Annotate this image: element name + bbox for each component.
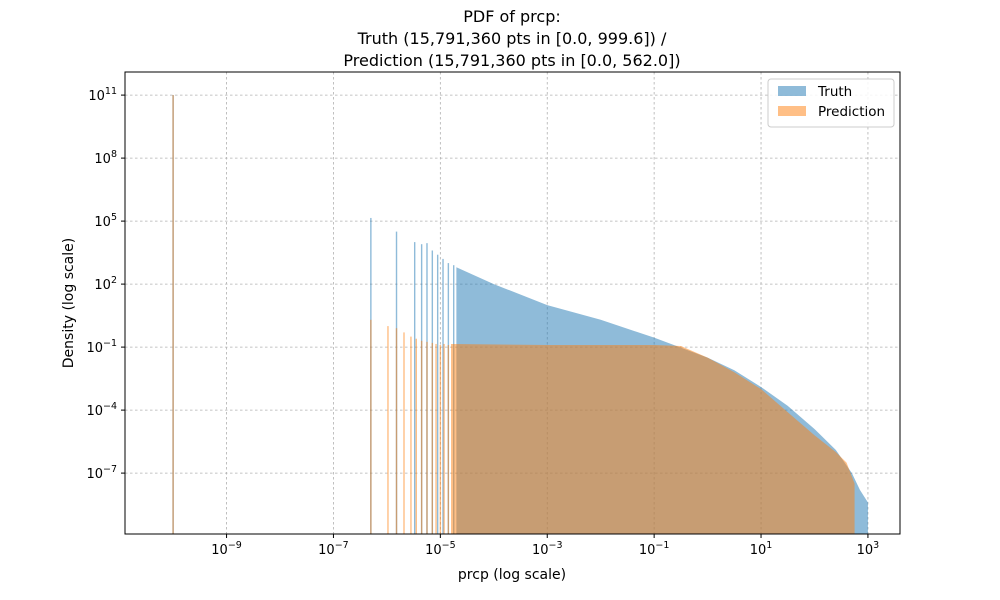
x-axis-label: prcp (log scale)	[458, 567, 566, 583]
histogram-spike	[439, 345, 442, 534]
y-tick-label: 102	[94, 275, 117, 293]
histogram-spike	[420, 340, 423, 534]
y-tick-label: 108	[94, 149, 117, 167]
x-tick-label: 10−9	[211, 540, 242, 558]
histogram-spike	[172, 95, 174, 534]
x-tick-label: 10−7	[318, 540, 349, 558]
histogram-spike	[415, 338, 417, 534]
y-tick-label: 1011	[88, 86, 117, 104]
legend-swatch-truth	[778, 86, 806, 96]
histogram-spike	[443, 343, 445, 534]
x-tick-label: 10−5	[425, 540, 456, 558]
histogram-spike	[435, 343, 437, 534]
legend-label-prediction: Prediction	[818, 104, 885, 120]
legend-swatch-prediction	[778, 106, 806, 116]
histogram-spike	[370, 319, 372, 534]
histogram-envelope	[451, 343, 855, 534]
legend: Truth Prediction	[767, 78, 895, 128]
y-tick-label: 105	[94, 212, 117, 230]
y-axis-label: Density (log scale)	[61, 238, 77, 368]
x-tick-label: 10−3	[532, 540, 563, 558]
plot-frame	[124, 71, 901, 535]
chart-title-line-1: PDF of prcp:	[463, 7, 561, 26]
y-tick-label: 10−7	[86, 464, 117, 482]
histogram-spike	[436, 254, 439, 534]
histogram-spike	[410, 336, 412, 534]
ticks: 10−9 10−7 10−5 10−3 10−1 101 103 1011 108 105 102 1…	[86, 86, 879, 558]
chart-title-line-2: Truth (15,791,360 pts in [0.0, 999.6]) /	[357, 29, 667, 48]
histogram-spike	[431, 342, 434, 534]
histogram-spike	[442, 258, 444, 534]
series-prediction	[172, 95, 855, 534]
y-tick-label: 10−4	[86, 401, 117, 419]
x-tick-label: 103	[857, 540, 880, 558]
histogram-spike	[413, 242, 416, 534]
histogram-spike	[387, 326, 389, 534]
x-tick-label: 10−1	[639, 540, 670, 558]
histogram-spike	[395, 328, 398, 534]
y-tick-label: 10−1	[86, 338, 117, 356]
series-layer	[172, 95, 868, 534]
histogram-spike	[403, 332, 405, 534]
histogram-spike	[426, 341, 428, 534]
x-tick-label: 101	[750, 540, 773, 558]
histogram-spike	[447, 345, 450, 534]
chart-title-line-3: Prediction (15,791,360 pts in [0.0, 562.…	[343, 51, 680, 70]
legend-label-truth: Truth	[817, 84, 852, 100]
